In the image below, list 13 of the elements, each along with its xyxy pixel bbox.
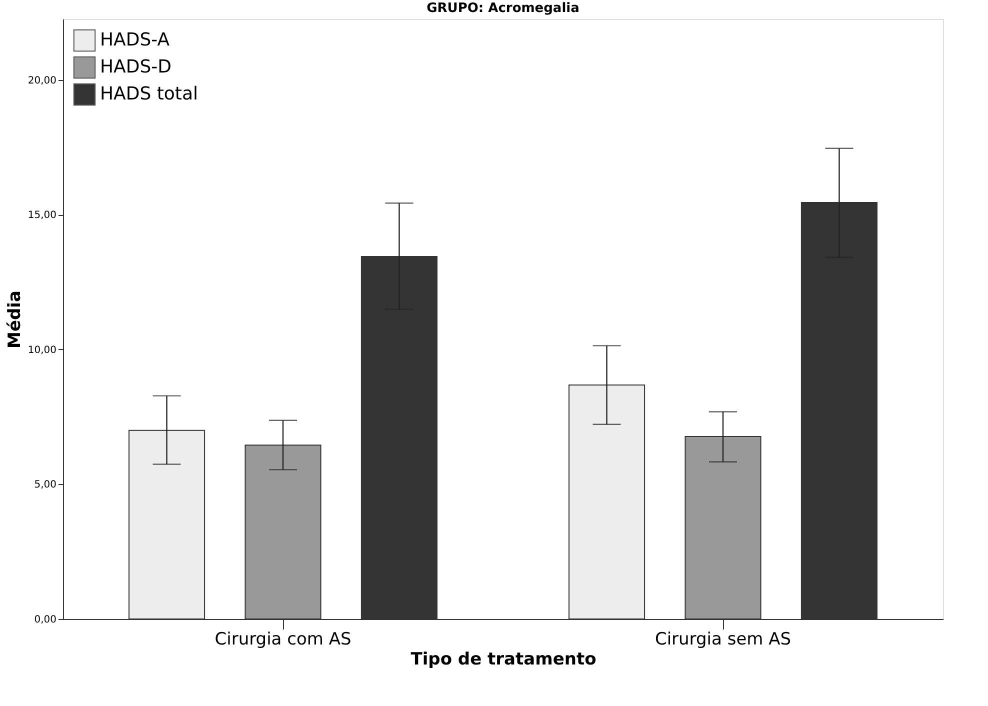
chart-title: GRUPO: Acromegalia bbox=[426, 1, 580, 16]
y-tick-label: 20,00 bbox=[28, 75, 56, 86]
x-axis-title: Tipo de tratamento bbox=[410, 650, 596, 670]
y-tick-label: 0,00 bbox=[34, 614, 56, 626]
legend-label: HADS-A bbox=[100, 30, 170, 50]
y-tick-label: 10,00 bbox=[28, 344, 56, 356]
x-tick-label: Cirurgia com AS bbox=[214, 630, 352, 650]
x-tick-label: Cirurgia sem AS bbox=[654, 630, 792, 650]
legend-label: HADS-D bbox=[100, 56, 172, 78]
legend-label: HADS total bbox=[100, 84, 198, 104]
y-axis-title: Média bbox=[4, 290, 25, 348]
y-tick-label: 15,00 bbox=[28, 210, 56, 222]
y-tick-label: 5,00 bbox=[34, 480, 56, 491]
